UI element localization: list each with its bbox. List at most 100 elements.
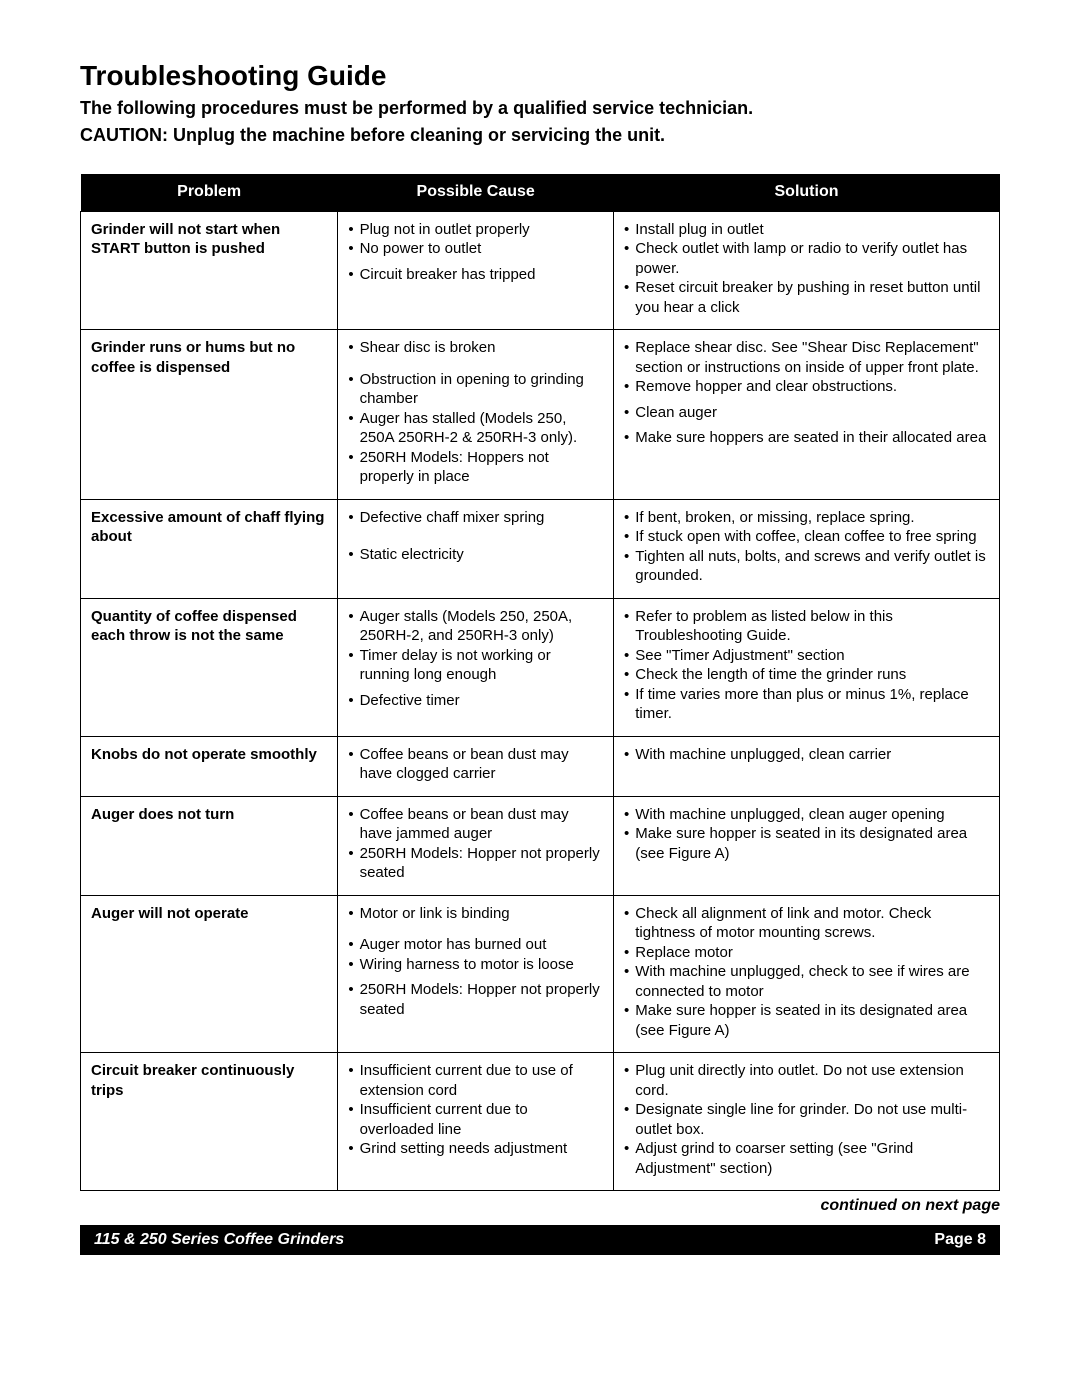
cause-item: •Circuit breaker has tripped: [348, 265, 603, 285]
cause-text: Defective chaff mixer spring: [360, 508, 603, 528]
cause-item: •Motor or link is binding: [348, 904, 603, 924]
bullet-icon: •: [624, 646, 635, 666]
table-row: Grinder will not start when START button…: [81, 211, 1000, 330]
cause-item: •250RH Models: Hopper not properly seate…: [348, 844, 603, 883]
bullet-icon: •: [348, 805, 359, 825]
table-row: Grinder runs or hums but no coffee is di…: [81, 330, 1000, 500]
bullet-icon: •: [348, 844, 359, 864]
bullet-icon: •: [624, 428, 635, 448]
solution-text: Designate single line for grinder. Do no…: [635, 1100, 989, 1139]
bullet-icon: •: [624, 962, 635, 982]
cause-cell: •Shear disc is broken•Obstruction in ope…: [338, 330, 614, 500]
cause-item: •Auger stalls (Models 250, 250A, 250RH-2…: [348, 607, 603, 646]
cause-item: •250RH Models: Hoppers not properly in p…: [348, 448, 603, 487]
solution-text: With machine unplugged, check to see if …: [635, 962, 989, 1001]
cause-item: •Timer delay is not working or running l…: [348, 646, 603, 685]
solution-item: •Install plug in outlet: [624, 220, 989, 240]
solution-text: Refer to problem as listed below in this…: [635, 607, 989, 646]
table-row: Quantity of coffee dispensed each throw …: [81, 598, 1000, 736]
solution-text: Check all alignment of link and motor. C…: [635, 904, 989, 943]
cause-item: •Insufficient current due to overloaded …: [348, 1100, 603, 1139]
page-title: Troubleshooting Guide: [80, 60, 1000, 92]
cause-item: •Wiring harness to motor is loose: [348, 955, 603, 975]
problem-cell: Knobs do not operate smoothly: [81, 736, 338, 796]
cause-cell: •Defective chaff mixer spring•Static ele…: [338, 499, 614, 598]
cause-item: •Defective chaff mixer spring: [348, 508, 603, 528]
solution-text: Clean auger: [635, 403, 989, 423]
bullet-icon: •: [348, 1139, 359, 1159]
bullet-icon: •: [624, 904, 635, 924]
bullet-icon: •: [348, 448, 359, 468]
footer-left: 115 & 250 Series Coffee Grinders: [94, 1231, 344, 1249]
table-row: Auger does not turn •Coffee beans or bean…: [81, 796, 1000, 895]
solution-item: •Refer to problem as listed below in thi…: [624, 607, 989, 646]
cause-cell: •Coffee beans or bean dust may have clog…: [338, 736, 614, 796]
table-body: Grinder will not start when START button…: [81, 211, 1000, 1191]
bullet-icon: •: [624, 508, 635, 528]
problem-cell: Grinder runs or hums but no coffee is di…: [81, 330, 338, 500]
bullet-icon: •: [624, 239, 635, 259]
solution-text: Check outlet with lamp or radio to verif…: [635, 239, 989, 278]
bullet-icon: •: [624, 377, 635, 397]
bullet-icon: •: [348, 1100, 359, 1120]
col-solution: Solution: [614, 174, 1000, 211]
bullet-icon: •: [348, 409, 359, 429]
cause-text: Auger stalls (Models 250, 250A, 250RH-2,…: [360, 607, 603, 646]
cause-item: •Shear disc is broken: [348, 338, 603, 358]
solution-text: If bent, broken, or missing, replace spr…: [635, 508, 989, 528]
bullet-icon: •: [624, 805, 635, 825]
bullet-icon: •: [348, 935, 359, 955]
cause-item: •Plug not in outlet properly: [348, 220, 603, 240]
solution-item: •If bent, broken, or missing, replace sp…: [624, 508, 989, 528]
bullet-icon: •: [624, 527, 635, 547]
cause-item: •Coffee beans or bean dust may have jamm…: [348, 805, 603, 844]
cause-item: •No power to outlet: [348, 239, 603, 259]
bullet-icon: •: [348, 745, 359, 765]
bullet-icon: •: [348, 370, 359, 390]
footer-right: Page 8: [934, 1231, 986, 1249]
solution-item: •Reset circuit breaker by pushing in res…: [624, 278, 989, 317]
cause-item: •Coffee beans or bean dust may have clog…: [348, 745, 603, 784]
cause-item: •Obstruction in opening to grinding cham…: [348, 370, 603, 409]
page-footer: 115 & 250 Series Coffee Grinders Page 8: [80, 1225, 1000, 1255]
cause-text: Defective timer: [360, 691, 603, 711]
solution-cell: •With machine unplugged, clean auger ope…: [614, 796, 1000, 895]
bullet-icon: •: [348, 545, 359, 565]
troubleshooting-table: Problem Possible Cause Solution Grinder …: [80, 174, 1000, 1191]
bullet-icon: •: [348, 265, 359, 285]
solution-text: Reset circuit breaker by pushing in rese…: [635, 278, 989, 317]
bullet-icon: •: [624, 278, 635, 298]
solution-cell: •Replace shear disc. See "Shear Disc Rep…: [614, 330, 1000, 500]
bullet-icon: •: [348, 220, 359, 240]
cause-text: Wiring harness to motor is loose: [360, 955, 603, 975]
solution-item: •Plug unit directly into outlet. Do not …: [624, 1061, 989, 1100]
col-problem: Problem: [81, 174, 338, 211]
solution-text: With machine unplugged, clean carrier: [635, 745, 989, 765]
solution-item: •Replace shear disc. See "Shear Disc Rep…: [624, 338, 989, 377]
col-cause: Possible Cause: [338, 174, 614, 211]
cause-text: Circuit breaker has tripped: [360, 265, 603, 285]
solution-item: •With machine unplugged, clean auger ope…: [624, 805, 989, 825]
solution-text: Make sure hopper is seated in its design…: [635, 1001, 989, 1040]
problem-cell: Auger does not turn: [81, 796, 338, 895]
cause-cell: •Plug not in outlet properly•No power to…: [338, 211, 614, 330]
solution-item: •Replace motor: [624, 943, 989, 963]
table-header-row: Problem Possible Cause Solution: [81, 174, 1000, 211]
table-row: Excessive amount of chaff flying about•D…: [81, 499, 1000, 598]
bullet-icon: •: [348, 646, 359, 666]
cause-text: Obstruction in opening to grinding chamb…: [360, 370, 603, 409]
bullet-icon: •: [624, 1001, 635, 1021]
bullet-icon: •: [348, 980, 359, 1000]
problem-cell: Excessive amount of chaff flying about: [81, 499, 338, 598]
solution-text: Replace shear disc. See "Shear Disc Repl…: [635, 338, 989, 377]
bullet-icon: •: [624, 943, 635, 963]
bullet-icon: •: [624, 745, 635, 765]
bullet-icon: •: [624, 547, 635, 567]
bullet-icon: •: [624, 1061, 635, 1081]
solution-text: Tighten all nuts, bolts, and screws and …: [635, 547, 989, 586]
solution-cell: •Plug unit directly into outlet. Do not …: [614, 1053, 1000, 1191]
cause-text: Grind setting needs adjustment: [360, 1139, 603, 1159]
problem-cell: Auger will not operate: [81, 895, 338, 1053]
cause-text: Insufficient current due to overloaded l…: [360, 1100, 603, 1139]
solution-item: •If time varies more than plus or minus …: [624, 685, 989, 724]
